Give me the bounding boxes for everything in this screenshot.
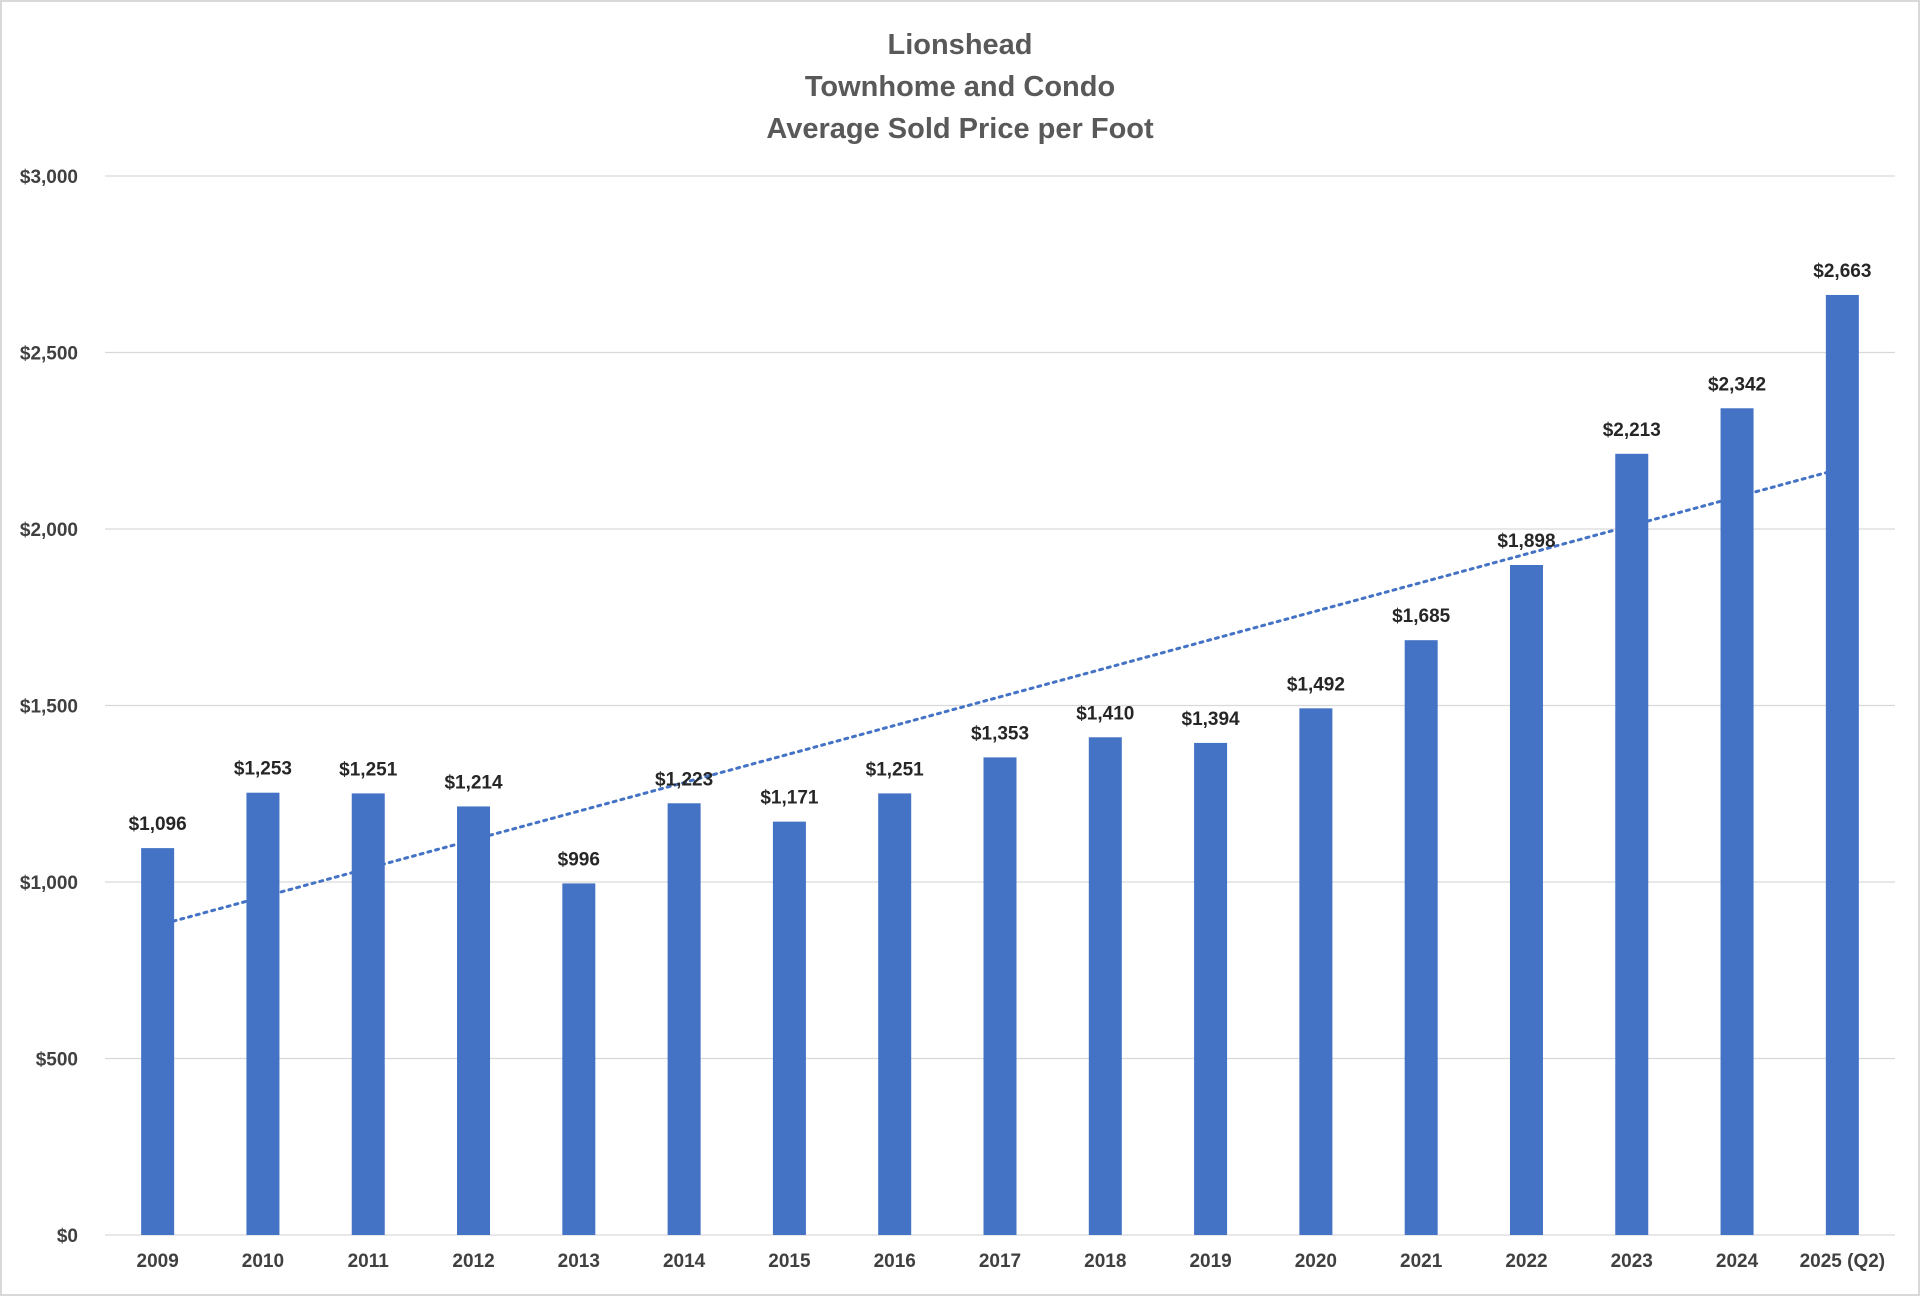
bar (1615, 453, 1649, 1235)
trendline (156, 466, 1844, 927)
bar (351, 793, 385, 1235)
x-tick-label: 2010 (242, 1251, 284, 1272)
bar (1825, 294, 1859, 1235)
chart-title: Lionshead Townhome and Condo Average Sol… (2, 24, 1918, 150)
bar-value-label: $2,213 (1603, 420, 1661, 441)
bar (983, 757, 1017, 1235)
chart-title-line-2: Townhome and Condo (804, 71, 1116, 103)
x-tick-label: 2011 (348, 1251, 390, 1272)
bar (457, 806, 491, 1235)
bar (1509, 565, 1543, 1235)
bar-value-label: $1,410 (1076, 703, 1134, 724)
chart-title-line-3: Average Sold Price per Foot (766, 113, 1154, 145)
x-tick-label: 2023 (1611, 1251, 1653, 1272)
bar (878, 793, 912, 1235)
bar-value-label: $1,492 (1287, 674, 1345, 695)
bar-value-label: $1,096 (129, 814, 187, 835)
y-axis: $0 $500 $1,000 $1,500 $2,000 $2,500 $3,000 (20, 167, 78, 1247)
x-tick-label: 2024 (1716, 1251, 1759, 1272)
y-tick-label: $1,000 (20, 873, 78, 894)
x-tick-label: 2013 (558, 1251, 600, 1272)
bar-value-label: $1,353 (971, 723, 1029, 744)
bar-value-label: $1,171 (760, 788, 819, 809)
bar (1194, 742, 1228, 1235)
y-tick-label: $0 (57, 1226, 78, 1247)
bar-value-label: $1,685 (1392, 606, 1451, 627)
bar (667, 803, 701, 1235)
bar-value-label: $2,342 (1708, 374, 1766, 395)
bar-value-label: $1,251 (866, 759, 925, 780)
bar (1404, 640, 1438, 1235)
bar-value-label: $1,223 (655, 769, 713, 790)
y-tick-label: $500 (36, 1050, 78, 1071)
x-tick-label: 2022 (1505, 1251, 1547, 1272)
bar-value-label: $1,214 (444, 772, 503, 793)
bar (772, 821, 806, 1235)
bar-value-label: $1,253 (234, 759, 292, 780)
bar (562, 883, 596, 1235)
y-tick-label: $2,500 (20, 344, 78, 365)
y-tick-label: $1,500 (20, 697, 78, 718)
x-tick-label: 2009 (137, 1251, 179, 1272)
data-labels: $1,096 $1,253 $1,251 $1,214 $996 $1,223 $1,171… (129, 261, 1872, 870)
x-tick-label: 2019 (1189, 1251, 1231, 1272)
x-tick-label: 2025 (Q2) (1800, 1251, 1886, 1272)
chart-title-line-1: Lionshead (887, 29, 1033, 61)
bar (141, 848, 175, 1235)
x-tick-label: 2018 (1084, 1251, 1126, 1272)
bar (1299, 708, 1333, 1235)
bar (1088, 737, 1122, 1235)
x-tick-label: 2021 (1400, 1251, 1443, 1272)
bar (246, 792, 280, 1235)
trendline-group (156, 466, 1844, 927)
x-tick-label: 2012 (452, 1251, 494, 1272)
x-tick-label: 2017 (979, 1251, 1021, 1272)
bar (1720, 408, 1754, 1235)
bar-value-label: $1,251 (339, 759, 398, 780)
bar-value-label: $1,898 (1497, 531, 1555, 552)
x-tick-label: 2016 (874, 1251, 916, 1272)
y-tick-label: $3,000 (20, 167, 78, 188)
x-axis: 2009 2010 2011 2012 2013 2014 2015 2016 2017 2018… (137, 1251, 1886, 1272)
y-tick-label: $2,000 (20, 520, 78, 541)
bars (141, 294, 1859, 1235)
bar-value-label: $1,394 (1182, 709, 1241, 730)
x-tick-label: 2020 (1295, 1251, 1337, 1272)
bar-value-label: $996 (558, 849, 600, 870)
x-tick-label: 2015 (768, 1251, 811, 1272)
x-tick-label: 2014 (663, 1251, 706, 1272)
bar-value-label: $2,663 (1813, 261, 1871, 282)
